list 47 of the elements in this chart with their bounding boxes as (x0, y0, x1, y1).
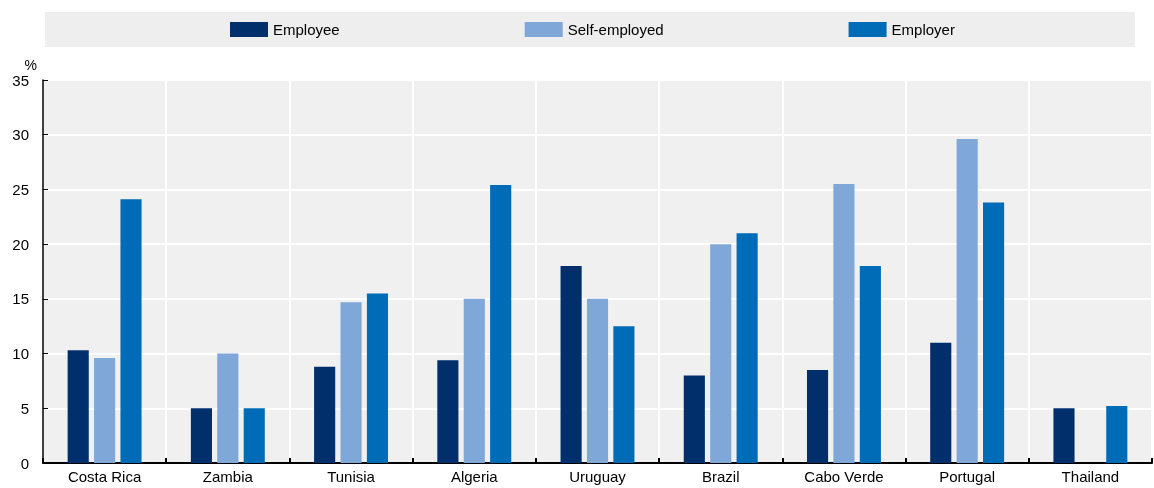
y-tick-label: 10 (12, 345, 29, 363)
bar (613, 326, 635, 463)
bar (833, 183, 855, 463)
x-tick-label: Uruguay (569, 468, 627, 485)
bar (314, 366, 336, 463)
y-tick-label: 5 (20, 399, 29, 417)
bar (1106, 406, 1128, 463)
x-tick-label: Brazil (701, 468, 740, 485)
bar (683, 375, 705, 463)
bar (437, 360, 459, 463)
bar (806, 369, 829, 463)
y-tick-label: 30 (12, 126, 29, 144)
legend-label: Employer (891, 21, 955, 38)
bar (956, 139, 978, 463)
bar (217, 353, 239, 463)
bar (930, 342, 952, 463)
bar (340, 302, 362, 463)
x-tick-label: Cabo Verde (804, 468, 884, 485)
x-tick-label: Algeria (450, 468, 499, 485)
y-tick-label: 20 (12, 235, 29, 253)
y-tick-label: 0 (20, 454, 29, 472)
y-tick-label: 25 (12, 180, 29, 198)
bar (859, 266, 881, 463)
legend-label: Employee (273, 21, 340, 38)
y-axis-title: % (24, 57, 37, 73)
x-tick-label: Tunisia (327, 468, 376, 485)
bar (1053, 408, 1075, 463)
bar (67, 350, 89, 463)
bar (94, 357, 116, 463)
bar (366, 293, 389, 463)
y-tick-label: 35 (12, 71, 29, 89)
x-tick-label: Costa Rica (67, 468, 142, 485)
y-tick-label: 15 (12, 290, 29, 308)
bar (710, 244, 732, 463)
bar (243, 408, 265, 463)
x-tick-label: Portugal (939, 468, 996, 485)
x-tick-label: Zambia (202, 468, 254, 485)
x-tick-label: Thailand (1061, 468, 1120, 485)
bar (190, 408, 212, 463)
bar (120, 199, 142, 463)
bar (736, 233, 758, 463)
bar (560, 266, 582, 463)
legend-label: Self-employed (567, 21, 664, 38)
bar (490, 185, 512, 463)
bar (463, 298, 485, 463)
bar (983, 202, 1005, 463)
bar (586, 298, 609, 463)
